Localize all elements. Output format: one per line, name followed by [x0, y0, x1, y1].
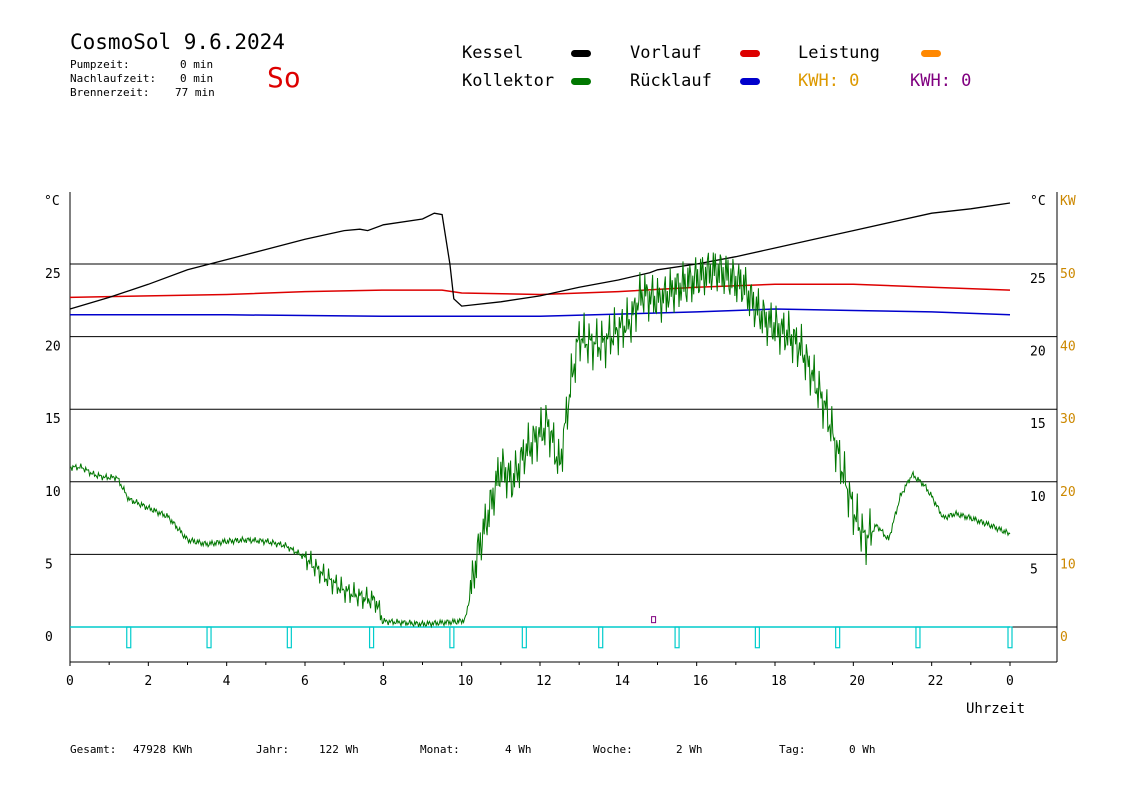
x-tick-label-8: 16 [693, 674, 709, 689]
legend-kessel-label: Kessel [462, 43, 524, 63]
x-tick-label-0: 0 [66, 674, 74, 689]
legend-vorlauf-label: Vorlauf [630, 43, 702, 63]
chart-title: CosmoSol 9.6.2024 [70, 30, 285, 54]
pump-pulse-11 [1007, 626, 1013, 649]
y-tick-left-20: 20 [45, 340, 61, 355]
stat-label-pumpzeit: Pumpzeit: [70, 58, 130, 71]
series-ruecklauf-line [70, 308, 1011, 318]
kwh-marker [651, 616, 657, 624]
x-tick-label-7: 14 [614, 674, 630, 689]
x-tick-label-9: 18 [771, 674, 787, 689]
pump-pulse-0 [126, 626, 132, 649]
x-tick-label-3: 6 [301, 674, 309, 689]
pump-pulse-1 [206, 626, 212, 649]
y-axis-unit-left: °C [44, 194, 60, 209]
y2-tick-20: 20 [1060, 485, 1076, 500]
legend-ruecklauf-label: Rücklauf [630, 71, 712, 91]
y-tick-left-25: 25 [45, 267, 61, 282]
y-tick-right-5: 5 [1030, 562, 1038, 577]
footer-monat-value: 4 Wh [505, 743, 532, 756]
x-tick-label-4: 8 [379, 674, 387, 689]
y-axis-unit-right: °C [1030, 194, 1046, 209]
pump-pulse-2 [286, 626, 292, 649]
y-tick-left-5: 5 [45, 557, 53, 572]
y-tick-left-15: 15 [45, 412, 61, 427]
y-tick-right-20: 20 [1030, 345, 1046, 360]
footer-jahr-label: Jahr: [256, 743, 290, 756]
stat-value-pumpzeit: 0 min [180, 58, 214, 71]
pump-pulse-6 [598, 626, 604, 649]
x-tick-label-6: 12 [536, 674, 552, 689]
pump-pulse-8 [754, 626, 760, 649]
x-tick-label-11: 22 [928, 674, 944, 689]
legend-ruecklauf-swatch [740, 78, 760, 85]
pump-pulse-7 [674, 626, 680, 649]
y-tick-left-0: 0 [45, 630, 53, 645]
stat-value-nachlaufzeit: 0 min [180, 72, 214, 85]
legend-leistung-swatch [921, 50, 941, 57]
footer-monat-label: Monat: [420, 743, 460, 756]
series-kessel-line [69, 202, 1011, 310]
y2-tick-50: 50 [1060, 267, 1076, 282]
footer-jahr-value: 122 Wh [319, 743, 359, 756]
footer-gesamt-label: Gesamt: [70, 743, 117, 756]
footer-woche-label: Woche: [593, 743, 633, 756]
y2-tick-30: 30 [1060, 412, 1076, 427]
legend-leistung-label: Leistung [798, 43, 880, 63]
y2-tick-0: 0 [1060, 630, 1068, 645]
x-axis-label: Uhrzeit [966, 701, 1026, 717]
footer-tag-value: 0 Wh [849, 743, 876, 756]
legend-kollektor-label: Kollektor [462, 71, 555, 91]
stat-value-brennerzeit: 77 min [175, 86, 215, 99]
legend-kollektor-swatch [571, 78, 591, 85]
y-tick-left-10: 10 [45, 485, 61, 500]
footer-tag-label: Tag: [779, 743, 806, 756]
legend-kwh-purple: KWH: 0 [910, 71, 972, 91]
y-tick-right-25: 25 [1030, 272, 1046, 287]
y2-axis-unit: KW [1060, 194, 1076, 209]
pump-pulse-10 [915, 626, 921, 649]
y2-tick-10: 10 [1060, 557, 1076, 572]
pump-pulse-5 [521, 626, 527, 649]
pump-pulse-4 [449, 626, 455, 649]
legend-kessel-swatch [571, 50, 591, 57]
x-tick-label-5: 10 [458, 674, 474, 689]
x-tick-label-1: 2 [144, 674, 152, 689]
series-kollektor-line [69, 252, 1011, 629]
legend-vorlauf-swatch [740, 50, 760, 57]
stat-label-nachlaufzeit: Nachlaufzeit: [70, 72, 157, 85]
legend-kwh-orange: KWH: 0 [798, 71, 860, 91]
x-tick-label-2: 4 [223, 674, 231, 689]
y2-tick-40: 40 [1060, 340, 1076, 355]
weekday-label: So [267, 61, 301, 94]
pump-pulse-3 [368, 626, 375, 649]
y-tick-right-15: 15 [1030, 417, 1046, 432]
footer-gesamt-value: 47928 KWh [133, 743, 193, 756]
x-tick-label-12: 0 [1006, 674, 1014, 689]
x-tick-label-10: 20 [849, 674, 865, 689]
series-vorlauf-line [69, 283, 1011, 299]
stat-label-brennerzeit: Brennerzeit: [70, 86, 150, 99]
footer-woche-value: 2 Wh [676, 743, 703, 756]
y-tick-right-10: 10 [1030, 490, 1046, 505]
pump-pulse-9 [835, 626, 841, 649]
